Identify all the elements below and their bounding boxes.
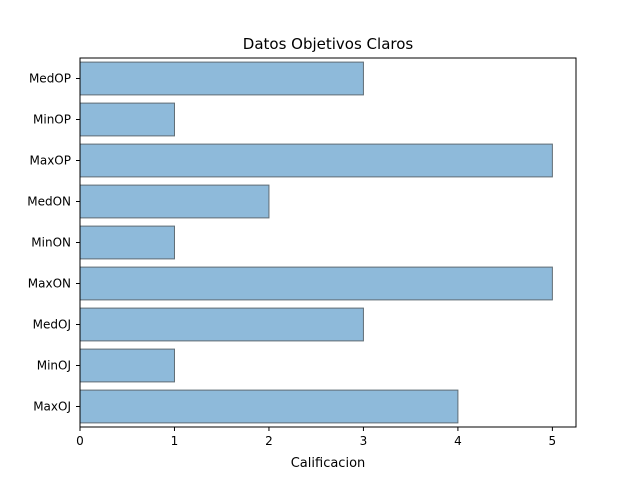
- x-tick-label: 3: [360, 434, 368, 448]
- y-tick-label: MaxOJ: [33, 400, 71, 414]
- bars-group: [79, 61, 553, 424]
- y-tick-label: MedON: [27, 195, 71, 209]
- bar-maxoj: [79, 389, 459, 424]
- x-tick-label: 2: [265, 434, 273, 448]
- y-tick-label: MaxOP: [30, 154, 72, 168]
- bar-minop: [79, 102, 175, 137]
- bar-minoj: [79, 348, 175, 383]
- bar-maxon: [79, 266, 553, 301]
- bar-minon: [79, 225, 175, 260]
- y-tick-label: MedOJ: [33, 318, 71, 332]
- x-tick-label: 4: [454, 434, 462, 448]
- x-axis-label: Calificacion: [291, 456, 366, 471]
- bar-maxop: [79, 143, 553, 178]
- x-axis: 0 1 2 3 4 5: [76, 427, 556, 448]
- y-tick-label: MaxON: [28, 277, 71, 291]
- bar-medoj: [79, 307, 364, 342]
- y-tick-label: MedOP: [29, 72, 71, 86]
- y-tick-label: MinON: [31, 236, 71, 250]
- x-tick-label: 5: [549, 434, 557, 448]
- x-tick-label: 1: [171, 434, 179, 448]
- chart-title: Datos Objetivos Claros: [243, 35, 414, 53]
- y-tick-label: MinOJ: [37, 359, 71, 373]
- y-tick-label: MinOP: [33, 113, 71, 127]
- y-axis: MedOP MinOP MaxOP MedON MinON MaxON MedOJ MinOJ…: [27, 72, 80, 414]
- bar-medop: [79, 61, 364, 96]
- x-tick-label: 0: [76, 434, 84, 448]
- bar-medon: [79, 184, 270, 219]
